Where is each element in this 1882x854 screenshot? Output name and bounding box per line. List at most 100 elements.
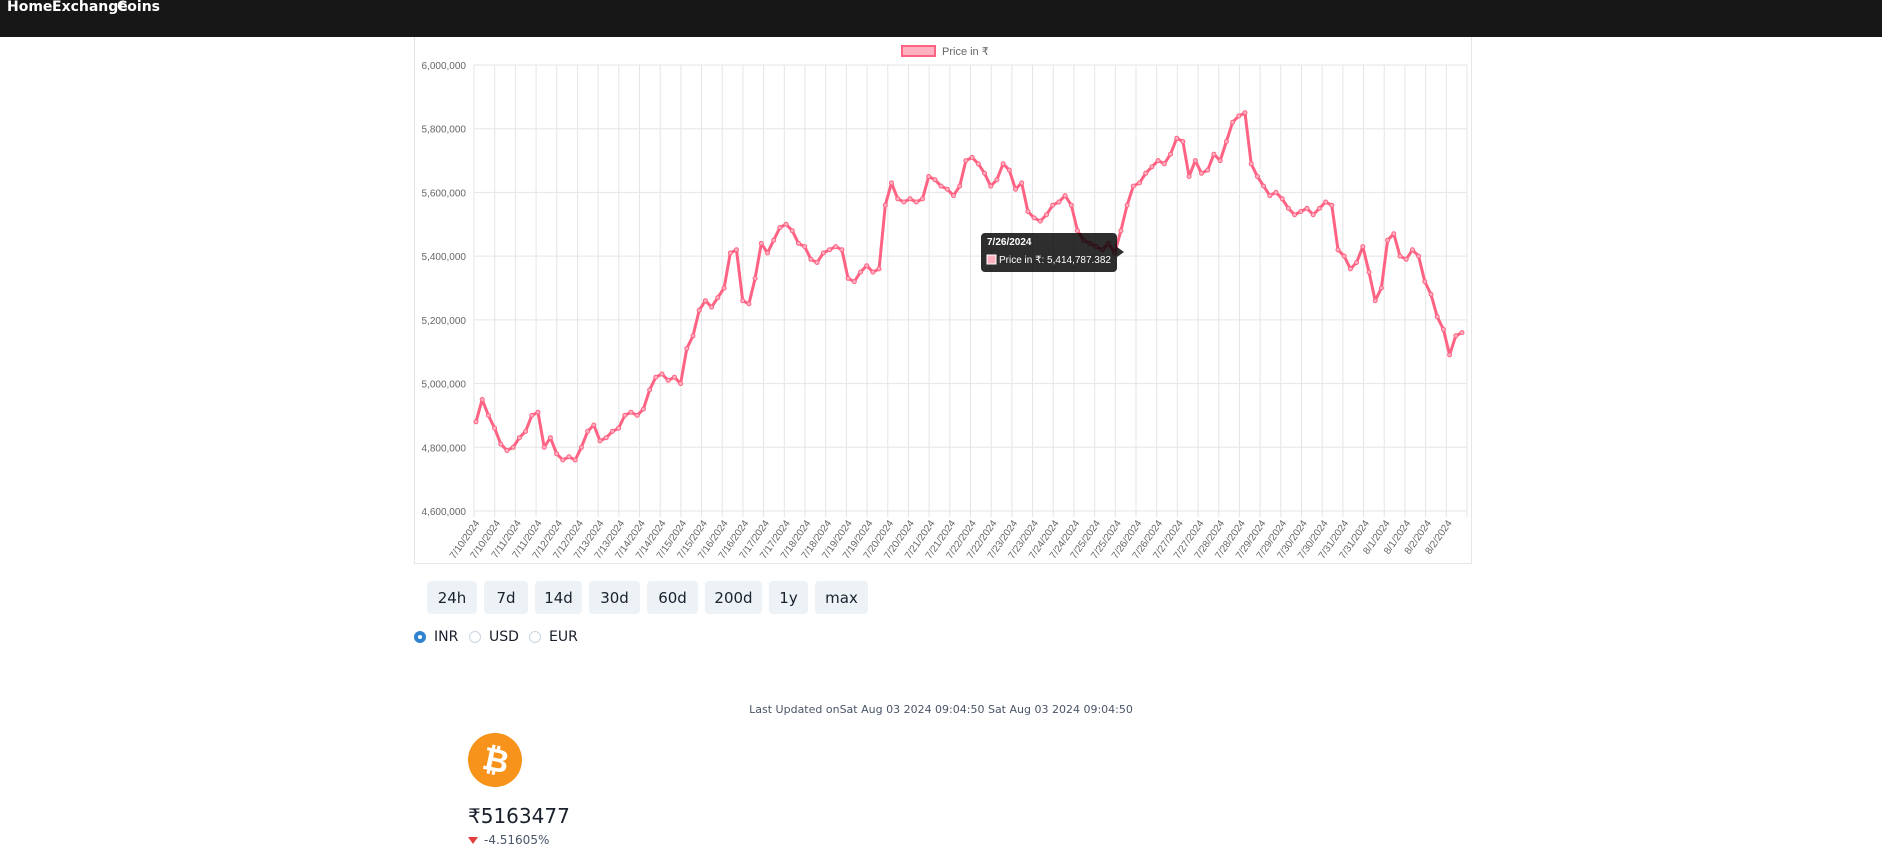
data-point	[1447, 352, 1453, 358]
data-point	[845, 275, 851, 281]
data-point	[622, 412, 628, 418]
data-point	[951, 193, 956, 199]
bitcoin-icon: ₿	[468, 733, 522, 787]
data-point	[566, 454, 572, 460]
data-point	[1031, 215, 1037, 221]
data-point	[1298, 209, 1304, 214]
data-point	[1434, 314, 1440, 320]
data-point	[926, 174, 932, 179]
data-point	[535, 409, 541, 415]
nav-exchange-link[interactable]: Exchange	[52, 0, 128, 15]
data-point	[678, 381, 684, 387]
coin-price: ₹5163477	[468, 804, 570, 828]
data-point	[771, 237, 777, 243]
currency-radio-usd[interactable]: USD	[469, 629, 519, 645]
radio-circle-icon	[414, 631, 426, 643]
data-point	[1242, 110, 1248, 116]
data-point	[1037, 218, 1043, 224]
data-point	[529, 412, 535, 418]
data-point	[1316, 205, 1322, 211]
data-point	[715, 295, 721, 301]
data-point	[1409, 247, 1415, 253]
data-point	[1013, 186, 1018, 192]
data-point	[659, 371, 665, 377]
data-point	[603, 435, 609, 441]
currency-radio-inr[interactable]: INR	[414, 629, 458, 645]
data-point	[1323, 199, 1329, 205]
data-point	[870, 269, 876, 275]
nav-coins-link[interactable]: Coins	[117, 0, 160, 15]
data-point	[1186, 174, 1192, 179]
range-button-60d[interactable]: 60d	[647, 581, 698, 614]
data-point	[1453, 333, 1459, 339]
y-tick-label: 5,800,000	[422, 125, 467, 136]
tooltip-swatch	[986, 254, 997, 265]
data-point	[1360, 244, 1366, 250]
y-tick-label: 4,800,000	[422, 443, 467, 454]
data-point	[820, 250, 826, 256]
data-point	[1149, 164, 1155, 170]
data-point	[932, 177, 938, 183]
data-point	[665, 377, 671, 383]
nav-home-link[interactable]: Home	[7, 0, 53, 15]
y-tick-label: 5,600,000	[422, 188, 467, 199]
data-point	[1292, 212, 1298, 218]
data-point	[1068, 202, 1074, 208]
range-button-24h[interactable]: 24h	[427, 581, 477, 614]
price-change: -4.51605%	[468, 833, 549, 847]
data-point	[1056, 199, 1062, 205]
data-point	[1391, 231, 1397, 237]
data-point	[765, 250, 770, 256]
data-point	[702, 298, 708, 304]
data-point	[783, 221, 789, 227]
data-point	[982, 170, 987, 176]
data-point	[1217, 158, 1223, 164]
data-point	[851, 279, 857, 285]
data-point	[1347, 266, 1353, 272]
data-point	[473, 419, 479, 425]
range-button-200d[interactable]: 200d	[705, 581, 762, 614]
data-point	[1335, 247, 1341, 253]
data-point	[684, 346, 690, 351]
data-point	[616, 425, 622, 431]
data-point	[504, 448, 510, 453]
data-point	[1366, 269, 1372, 275]
data-point	[802, 244, 808, 250]
data-point	[889, 180, 894, 186]
range-button-7d[interactable]: 7d	[484, 581, 528, 614]
data-point	[1261, 183, 1267, 189]
range-button-14d[interactable]: 14d	[535, 581, 582, 614]
data-point	[547, 435, 553, 441]
data-point	[963, 158, 969, 164]
data-point	[920, 196, 925, 202]
data-point	[1230, 119, 1236, 125]
data-point	[1211, 151, 1217, 157]
data-point	[523, 428, 529, 434]
price-chart[interactable]: Price in ₹ 6,000,000 5,800,000 5,600,000 5,4…	[415, 37, 1473, 564]
currency-radio-eur[interactable]: EUR	[529, 629, 578, 645]
range-button-30d[interactable]: 30d	[589, 581, 640, 614]
range-button-1y[interactable]: 1y	[769, 581, 808, 614]
data-point	[1205, 167, 1211, 173]
data-point	[975, 161, 981, 167]
range-button-max[interactable]: max	[815, 581, 868, 614]
data-point	[1161, 161, 1167, 167]
data-point	[1223, 139, 1229, 144]
data-point	[1236, 113, 1242, 119]
data-point	[696, 307, 702, 313]
data-point	[1267, 193, 1273, 199]
radio-circle-icon	[469, 631, 481, 643]
data-point	[1416, 253, 1422, 259]
data-point	[994, 177, 1000, 183]
data-point	[485, 412, 491, 418]
y-tick-label: 5,200,000	[422, 316, 467, 327]
y-tick-label: 4,600,000	[422, 507, 467, 518]
data-point	[777, 225, 783, 230]
price-chart-container: Price in ₹ 6,000,000 5,800,000 5,600,000 5,4…	[414, 37, 1472, 564]
data-point	[1378, 285, 1384, 291]
data-point	[752, 275, 758, 281]
data-point	[988, 183, 994, 189]
data-point	[1019, 180, 1025, 186]
top-navbar: Home Exchange Coins	[0, 0, 1882, 37]
data-point	[1254, 174, 1260, 179]
